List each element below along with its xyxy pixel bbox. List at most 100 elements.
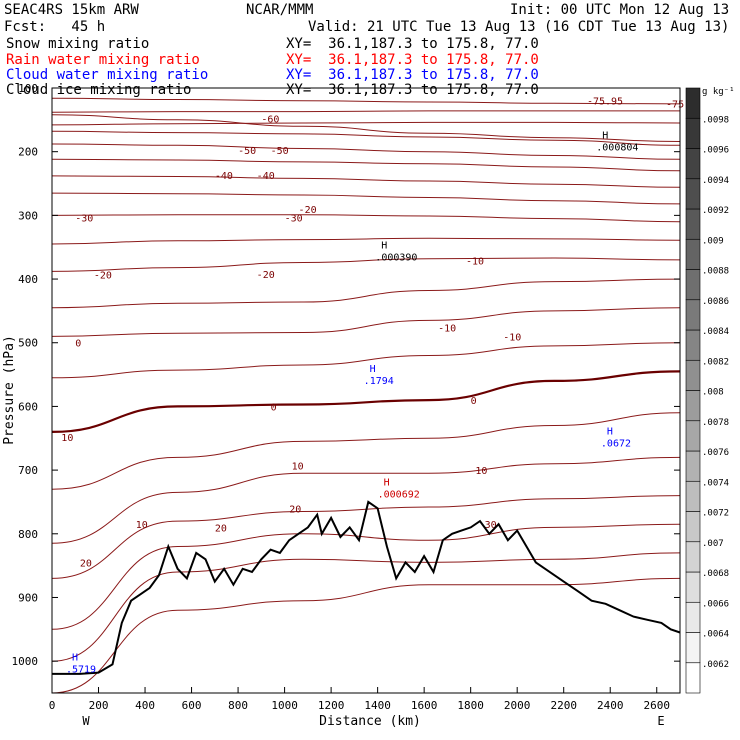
field-name-snow: Snow mixing ratio <box>6 36 150 52</box>
contour-line-25 <box>51 552 681 662</box>
contour-label: -75.95 <box>587 97 623 108</box>
maximum-marker-h: H <box>384 478 390 489</box>
x-tick-label: 2400 <box>597 699 624 712</box>
y-axis-title: Pressure (hPa) <box>2 335 17 445</box>
contour-line-0 <box>51 370 681 433</box>
maxima-labels: H.000804H.000390H.1794H.0672H.000692H.57… <box>66 131 638 676</box>
colorbar-tick-label: .0094 <box>702 176 729 186</box>
maximum-value-label: .000692 <box>378 490 420 501</box>
contour-line--30 <box>51 214 681 223</box>
colorbar-tick-label: .008 <box>702 388 724 398</box>
colorbar-cell <box>685 148 701 180</box>
maximum-value-label: .1794 <box>364 376 394 387</box>
contour-label: -40 <box>257 171 275 182</box>
contour-label: -30 <box>75 213 93 224</box>
field-xy-snow: XY= 36.1,187.3 to 175.8, 77.0 <box>286 36 539 52</box>
contour-label: 20 <box>80 558 92 569</box>
maximum-value-label: .000390 <box>375 253 417 264</box>
x-tick-label: 0 <box>49 699 56 712</box>
colorbar-cell <box>685 269 701 301</box>
y-tick-label: 100 <box>18 82 38 95</box>
colorbar-cell <box>685 511 701 543</box>
contour-label: 10 <box>61 433 73 444</box>
colorbar-tick-label: .007 <box>702 539 724 549</box>
colorbar-tick-label: .0072 <box>702 509 729 519</box>
header-org: NCAR/MMM <box>246 2 314 18</box>
contour-label: -20 <box>299 205 317 216</box>
field-name-cloud-ice: Cloud ice mixing ratio <box>6 82 192 98</box>
contour-label: 0 <box>471 396 477 407</box>
x-tick-label: 1000 <box>271 699 298 712</box>
colorbar-tick-label: .0076 <box>702 448 729 458</box>
maximum-marker-h: H <box>607 427 613 438</box>
y-tick-label: 900 <box>18 591 38 604</box>
colorbar-cell <box>685 178 701 210</box>
contour-label: -50 <box>238 146 256 157</box>
y-tick-label: 800 <box>18 528 38 541</box>
contour-line--50 <box>51 143 681 160</box>
contour-line-15 <box>51 495 681 579</box>
field-xy-cloud-ice: XY= 36.1,187.3 to 175.8, 77.0 <box>286 82 539 98</box>
contour-label: -75 <box>666 99 684 110</box>
header-model: SEAC4RS 15km ARW <box>4 2 139 18</box>
y-tick-label: 500 <box>18 337 38 350</box>
contour-line-5 <box>51 412 681 490</box>
contour-line-10 <box>51 456 681 544</box>
colorbar-tick-label: .0066 <box>702 599 729 609</box>
colorbar-tick-label: .0086 <box>702 297 729 307</box>
colorbar-cell <box>685 87 701 119</box>
colorbar-cell <box>685 632 701 664</box>
maximum-value-label: .0672 <box>601 439 631 450</box>
x-tick-label: 200 <box>89 699 109 712</box>
contour-line--75 <box>51 97 681 105</box>
y-tick-label: 400 <box>18 273 38 286</box>
contour-label: -40 <box>215 171 233 182</box>
contour-label: -10 <box>503 332 521 343</box>
terrain-line <box>52 500 681 675</box>
colorbar-tick-label: .0074 <box>702 478 729 488</box>
contour-line--15 <box>51 278 681 309</box>
contour-line--65 <box>51 121 681 126</box>
colorbar-cell <box>685 390 701 422</box>
contour-line--35 <box>51 192 681 205</box>
field-xy-cloud-water: XY= 36.1,187.3 to 175.8, 77.0 <box>286 67 539 83</box>
contour-label: 20 <box>215 523 227 534</box>
colorbar-cell <box>685 359 701 391</box>
maximum-marker-h: H <box>381 241 387 252</box>
contour-label: -30 <box>285 213 303 224</box>
colorbar-cell <box>685 450 701 482</box>
x-tick-label: 1200 <box>318 699 345 712</box>
colorbar-tick-label: .0096 <box>702 146 729 156</box>
colorbar-cell <box>685 208 701 240</box>
field-name-cloud-water: Cloud water mixing ratio <box>6 67 209 83</box>
colorbar-tick-label: .009 <box>702 236 724 246</box>
contour-label: 10 <box>475 466 487 477</box>
terrain-profile <box>52 500 681 675</box>
end-label-east: E <box>657 714 664 728</box>
contour-line-20 <box>51 523 681 630</box>
contour-line--25 <box>51 237 681 245</box>
colorbar-tick-label: .0084 <box>702 327 729 337</box>
x-tick-label: 1400 <box>364 699 391 712</box>
contour-label: -10 <box>466 257 484 268</box>
contour-label: 20 <box>289 504 301 515</box>
contour-label: 0 <box>75 339 81 350</box>
contour-label: -50 <box>271 146 289 157</box>
contour-line--40 <box>51 175 681 188</box>
y-tick-label: 200 <box>18 146 38 159</box>
colorbar-cell <box>685 117 701 149</box>
maximum-value-label: .000804 <box>596 143 638 154</box>
x-tick-label: 1800 <box>457 699 484 712</box>
x-tick-label: 2600 <box>643 699 670 712</box>
field-name-rain: Rain water mixing ratio <box>6 52 200 68</box>
colorbar-tick-label: .0098 <box>702 115 729 125</box>
x-tick-label: 400 <box>135 699 155 712</box>
x-tick-label: 600 <box>182 699 202 712</box>
colorbar-tick-label: .0088 <box>702 267 729 277</box>
colorbar-tick-label: .0068 <box>702 569 729 579</box>
contour-line--20 <box>51 257 681 272</box>
contour-line--70 <box>51 110 680 113</box>
contour-line--10 <box>51 307 681 337</box>
